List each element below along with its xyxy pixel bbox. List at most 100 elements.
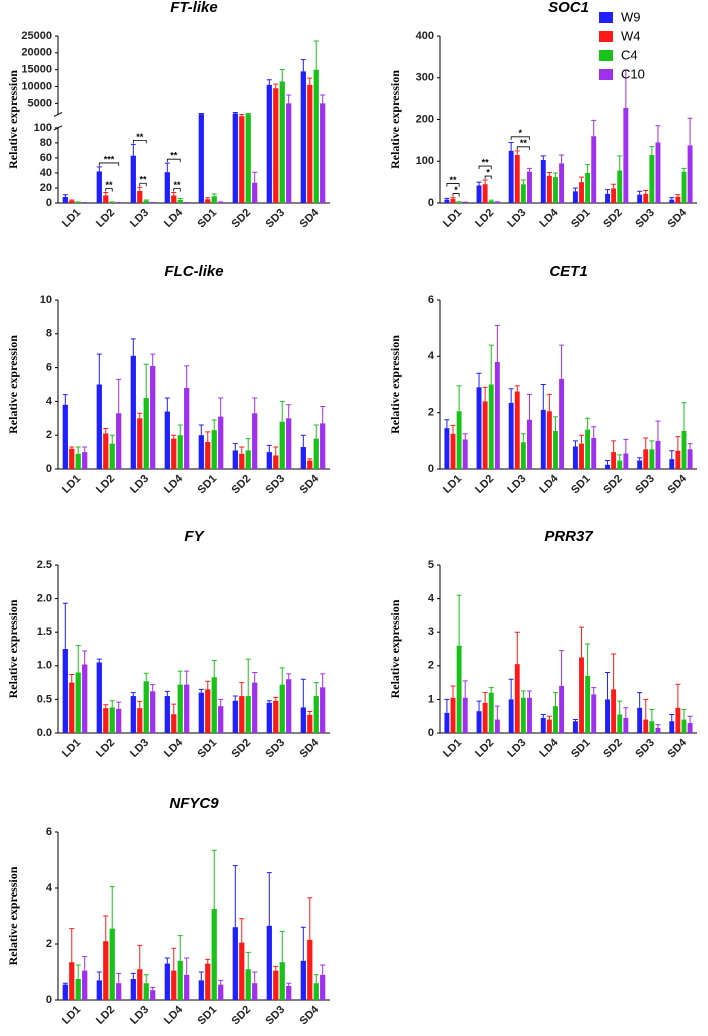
- significance-bracket: [510, 136, 530, 140]
- bar: [520, 697, 526, 733]
- bar: [218, 416, 224, 469]
- x-tick-label: SD2: [601, 737, 625, 761]
- legend-swatch: [599, 31, 613, 42]
- y-axis-label: Relative expression: [6, 599, 20, 698]
- bar: [649, 449, 655, 469]
- bar: [623, 717, 629, 733]
- error-bar: [526, 393, 532, 420]
- bar: [266, 84, 272, 203]
- bar: [313, 696, 319, 733]
- x-tick-label: SD3: [633, 207, 657, 231]
- bar: [591, 438, 597, 469]
- error-bar: [494, 705, 500, 720]
- error-bar: [313, 40, 319, 70]
- bar: [164, 963, 170, 1000]
- error-bar: [130, 692, 136, 697]
- error-bar: [137, 412, 143, 419]
- error-bar: [286, 404, 292, 419]
- bar: [508, 150, 514, 203]
- error-bar: [143, 363, 149, 399]
- bar: [546, 411, 552, 469]
- bar: [177, 960, 183, 1000]
- bar: [130, 155, 136, 203]
- x-tick-label: LD3: [128, 737, 151, 760]
- error-bar: [69, 928, 75, 963]
- error-bar: [218, 979, 224, 985]
- bar: [198, 435, 204, 469]
- legend-label: C10: [621, 66, 645, 81]
- error-bar: [232, 695, 238, 701]
- error-bar: [252, 672, 258, 683]
- error-bar: [488, 344, 494, 385]
- bar: [273, 455, 279, 469]
- x-tick-label: SD1: [196, 737, 220, 761]
- bar: [450, 433, 456, 469]
- error-bar: [546, 172, 552, 176]
- chart-title: PRR37: [544, 528, 593, 545]
- bar: [103, 941, 109, 1000]
- bar: [514, 664, 520, 733]
- bar: [96, 384, 102, 469]
- error-bar: [116, 701, 122, 709]
- bar: [273, 88, 279, 203]
- error-bar: [559, 154, 565, 164]
- error-bar: [559, 650, 565, 686]
- error-bar: [520, 179, 526, 185]
- error-bar: [450, 197, 456, 199]
- error-bar: [307, 77, 313, 85]
- error-bar: [266, 79, 272, 85]
- error-bar: [462, 680, 468, 698]
- error-bar: [279, 930, 285, 963]
- x-tick-label: SD4: [298, 472, 322, 496]
- chart-title: FLC-like: [164, 263, 223, 280]
- error-bar: [96, 971, 102, 981]
- bar: [279, 684, 285, 733]
- error-bar: [184, 957, 190, 975]
- error-bar: [637, 692, 643, 708]
- error-bar: [177, 670, 183, 685]
- error-bar: [617, 700, 623, 715]
- error-bar: [643, 437, 649, 450]
- error-bar: [300, 678, 306, 708]
- bar: [488, 200, 494, 203]
- error-bar: [520, 690, 526, 698]
- error-bar: [198, 112, 204, 115]
- bar: [252, 413, 258, 469]
- x-tick-label: LD3: [505, 473, 528, 496]
- bar: [171, 438, 177, 469]
- x-tick-label: SD2: [601, 207, 625, 231]
- error-bar: [273, 965, 279, 971]
- bar: [205, 441, 211, 469]
- error-bar: [456, 594, 462, 646]
- error-bar: [681, 708, 687, 720]
- bar: [96, 171, 102, 203]
- significance-label: **: [139, 175, 147, 185]
- x-tick-label: LD2: [94, 207, 117, 230]
- bar: [164, 696, 170, 733]
- error-bar: [456, 385, 462, 412]
- error-bar: [239, 113, 245, 117]
- error-bar: [82, 446, 88, 453]
- significance-label: **: [170, 151, 178, 161]
- bar: [232, 927, 238, 1000]
- error-bar: [218, 397, 224, 417]
- bar: [488, 384, 494, 469]
- error-bar: [245, 438, 251, 451]
- bar: [279, 962, 285, 1000]
- error-bar: [681, 402, 687, 431]
- error-bar: [508, 141, 514, 151]
- error-bar: [177, 197, 183, 200]
- bar: [681, 430, 687, 469]
- bar: [239, 116, 245, 203]
- y-tick-label: 0: [428, 197, 434, 209]
- y-tick-label: 10: [40, 294, 52, 306]
- x-tick-label: SD4: [298, 206, 322, 230]
- x-tick-label: LD4: [162, 1003, 186, 1027]
- error-bar: [116, 972, 122, 984]
- bar: [143, 983, 149, 1000]
- error-bar: [130, 143, 136, 156]
- error-bar: [198, 971, 204, 981]
- y-tick-label: 0: [428, 463, 434, 475]
- bar: [218, 984, 224, 1000]
- bar: [527, 419, 532, 469]
